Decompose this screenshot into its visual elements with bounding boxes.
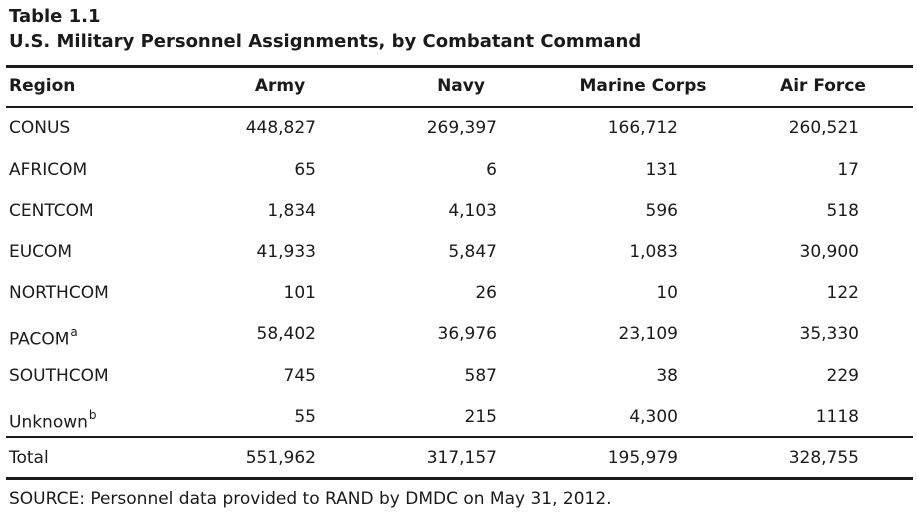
region-cell: NORTHCOM	[9, 283, 109, 303]
air-force-total-cell: 328,755	[788, 448, 859, 468]
bottom-rule	[6, 477, 913, 480]
total-row: Total 551,962 317,157 195,979 328,755	[0, 438, 917, 479]
air-force-cell: 17	[837, 160, 859, 180]
navy-cell: 215	[464, 407, 497, 427]
table-title: U.S. Military Personnel Assignments, by …	[9, 31, 642, 52]
marine-corps-cell: 596	[645, 201, 678, 221]
column-header-navy: Navy	[437, 76, 485, 96]
region-cell: Unknownb	[9, 408, 97, 433]
table-row: PACOMa 58,402 36,976 23,109 35,330	[0, 314, 917, 355]
marine-corps-cell: 166,712	[607, 118, 678, 138]
navy-cell: 6	[486, 160, 497, 180]
table-label: Table 1.1	[9, 6, 101, 27]
marine-corps-cell: 4,300	[629, 407, 678, 427]
navy-total-cell: 317,157	[426, 448, 497, 468]
marine-corps-cell: 10	[656, 283, 678, 303]
army-cell: 65	[294, 160, 316, 180]
table-header-row: Region Army Navy Marine Corps Air Force	[0, 66, 917, 107]
army-cell: 1,834	[267, 201, 316, 221]
marine-corps-cell: 38	[656, 366, 678, 386]
army-cell: 41,933	[256, 242, 316, 262]
army-cell: 448,827	[245, 118, 316, 138]
army-cell: 55	[294, 407, 316, 427]
army-total-cell: 551,962	[245, 448, 316, 468]
footnote-marker: a	[70, 325, 78, 339]
total-label: Total	[9, 448, 49, 468]
table-row: SOUTHCOM 745 587 38 229	[0, 356, 917, 397]
air-force-cell: 35,330	[799, 324, 859, 344]
column-header-region: Region	[9, 76, 76, 96]
air-force-cell: 30,900	[799, 242, 859, 262]
region-cell: EUCOM	[9, 242, 73, 262]
source-note: SOURCE: Personnel data provided to RAND …	[9, 489, 612, 509]
region-cell: PACOMa	[9, 325, 78, 350]
air-force-cell: 518	[826, 201, 859, 221]
top-rule	[6, 65, 913, 68]
column-header-air-force: Air Force	[780, 76, 866, 96]
army-cell: 745	[283, 366, 316, 386]
header-rule	[6, 106, 913, 108]
marine-corps-total-cell: 195,979	[607, 448, 678, 468]
table-row: CONUS 448,827 269,397 166,712 260,521	[0, 108, 917, 149]
column-header-army: Army	[254, 76, 306, 96]
table-row: EUCOM 41,933 5,847 1,083 30,900	[0, 232, 917, 273]
air-force-cell: 260,521	[788, 118, 859, 138]
region-cell: AFRICOM	[9, 160, 88, 180]
air-force-cell: 1118	[815, 407, 859, 427]
region-cell: CENTCOM	[9, 201, 94, 221]
region-cell: SOUTHCOM	[9, 366, 109, 386]
column-header-marine-corps: Marine Corps	[579, 76, 707, 96]
navy-cell: 4,103	[448, 201, 497, 221]
navy-cell: 269,397	[426, 118, 497, 138]
army-cell: 101	[283, 283, 316, 303]
army-cell: 58,402	[256, 324, 316, 344]
footnote-marker: b	[88, 408, 97, 422]
table-row: AFRICOM 65 6 131 17	[0, 150, 917, 191]
marine-corps-cell: 23,109	[618, 324, 678, 344]
air-force-cell: 122	[826, 283, 859, 303]
navy-cell: 587	[464, 366, 497, 386]
marine-corps-cell: 1,083	[629, 242, 678, 262]
table-caption: Table 1.1 U.S. Military Personnel Assign…	[9, 4, 641, 54]
table-row: CENTCOM 1,834 4,103 596 518	[0, 191, 917, 232]
table-row: Unknownb 55 215 4,300 1118	[0, 397, 917, 438]
region-cell: CONUS	[9, 118, 71, 138]
navy-cell: 5,847	[448, 242, 497, 262]
air-force-cell: 229	[826, 366, 859, 386]
navy-cell: 26	[475, 283, 497, 303]
navy-cell: 36,976	[437, 324, 497, 344]
table-row: NORTHCOM 101 26 10 122	[0, 273, 917, 314]
marine-corps-cell: 131	[645, 160, 678, 180]
total-rule	[6, 436, 913, 438]
